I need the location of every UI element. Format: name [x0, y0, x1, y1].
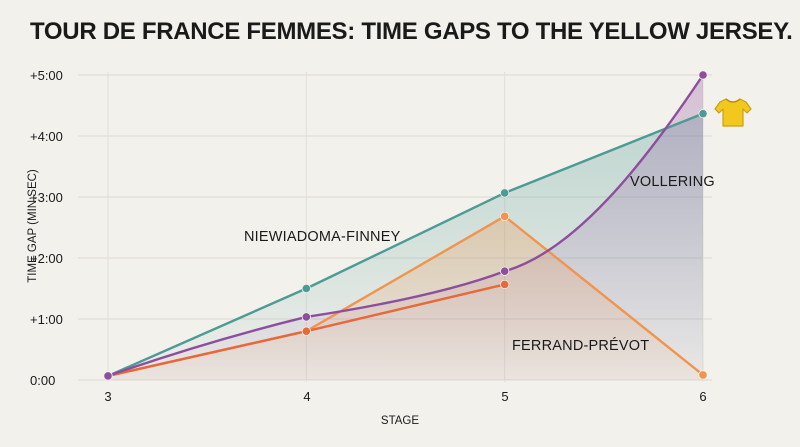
data-point	[500, 188, 510, 198]
x-tick-label: 4	[303, 389, 310, 404]
data-point	[500, 211, 510, 221]
y-tick-label: 0:00	[30, 373, 55, 388]
data-point	[103, 371, 113, 381]
data-point	[301, 312, 311, 322]
series-line-niewiadoma	[106, 112, 705, 378]
axes: 0:00 +1:00 +2:00 +3:00 +4:00 +5:00 3 4 5…	[27, 68, 707, 427]
y-tick-label: +5:00	[30, 68, 63, 83]
series-points	[103, 70, 708, 381]
series-label-niewiadoma: NIEWIADOMA-FINNEY	[244, 229, 401, 245]
area-fills	[108, 75, 703, 380]
data-point	[301, 326, 311, 336]
data-point	[500, 266, 510, 276]
data-point	[301, 283, 311, 294]
x-axis-label: STAGE	[381, 415, 419, 427]
series-label-ferrand-prevot: FERRAND-PRÉVOT	[512, 337, 649, 354]
series-line-vollering	[106, 73, 705, 378]
series-label-vollering: VOLLERING	[630, 174, 715, 190]
y-axis-label: TIME GAP (MIN:SEC)	[27, 169, 39, 283]
chart-title: TOUR DE FRANCE FEMMES: TIME GAPS TO THE …	[30, 18, 793, 45]
y-tick-label: +2:00	[30, 251, 63, 266]
x-tick-label: 6	[699, 389, 706, 404]
data-point	[698, 70, 708, 80]
data-point	[698, 109, 708, 119]
x-tick-label: 5	[501, 389, 508, 404]
y-tick-label: +3:00	[30, 190, 63, 205]
y-tick-label: +1:00	[30, 312, 63, 327]
x-tick-label: 3	[104, 389, 111, 404]
y-tick-label: +4:00	[30, 129, 63, 144]
data-point	[698, 370, 708, 380]
series-labels: NIEWIADOMA-FINNEY VOLLERING FERRAND-PRÉV…	[244, 174, 715, 354]
yellow-jersey-icon	[714, 98, 752, 127]
data-point	[500, 279, 510, 290]
